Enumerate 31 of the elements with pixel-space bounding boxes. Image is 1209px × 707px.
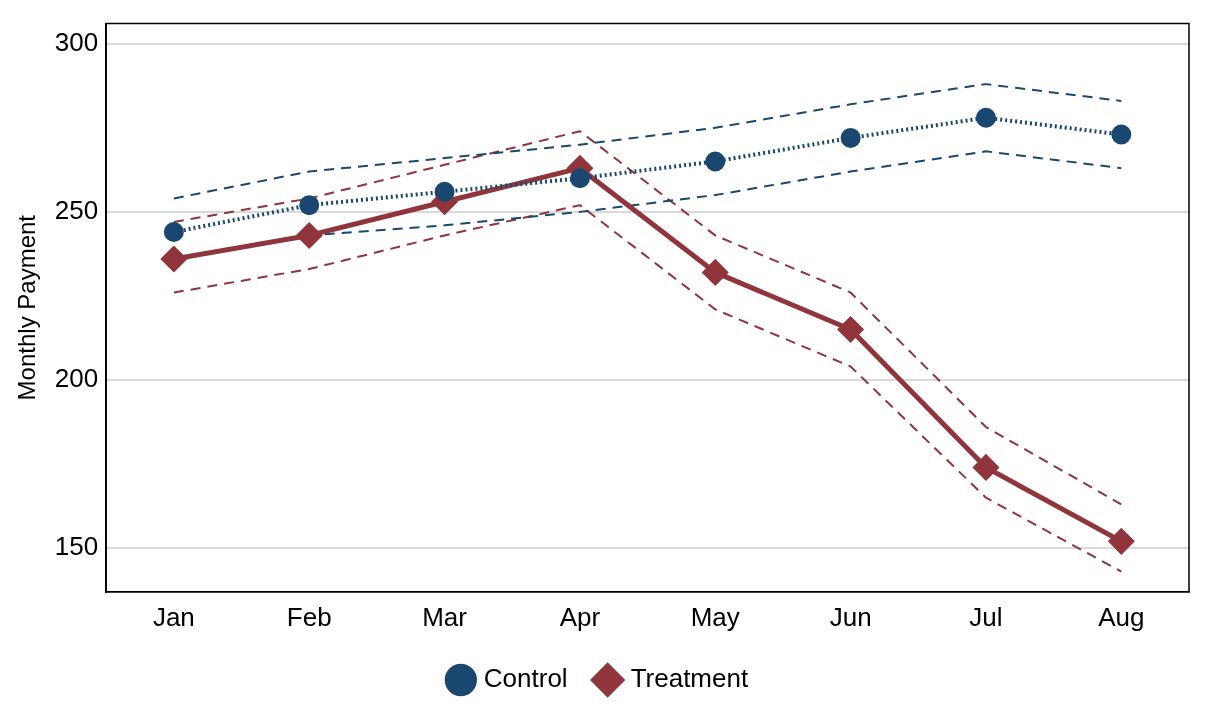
x-tick-label: Feb xyxy=(286,601,332,632)
y-axis-title: Monthly Payment xyxy=(13,214,41,401)
y-tick-label: 300 xyxy=(54,26,99,57)
point xyxy=(163,222,184,243)
point xyxy=(702,259,728,285)
x-tick-label: Jan xyxy=(152,601,195,632)
y-tick-label: 250 xyxy=(54,195,99,226)
point xyxy=(299,195,320,216)
point xyxy=(1108,528,1134,554)
x-tick-label: Jul xyxy=(969,601,1003,632)
point xyxy=(569,168,590,189)
point xyxy=(705,151,726,172)
x-tick-label: May xyxy=(690,601,740,632)
point xyxy=(296,222,322,248)
legend-label: Control xyxy=(483,663,568,694)
legend-label: Treatment xyxy=(630,663,749,694)
point xyxy=(975,107,996,128)
y-tick-label: 150 xyxy=(54,531,99,562)
line-series xyxy=(172,83,1123,200)
line-series xyxy=(172,204,1123,573)
point xyxy=(838,317,864,343)
x-tick-label: Apr xyxy=(559,601,601,632)
x-tick-label: Jun xyxy=(829,601,872,632)
y-tick-label: 200 xyxy=(54,363,99,394)
x-tick-label: Aug xyxy=(1098,601,1145,632)
point xyxy=(1111,124,1132,145)
point xyxy=(840,127,861,148)
point xyxy=(973,454,999,480)
x-tick-label: Mar xyxy=(422,601,468,632)
point xyxy=(434,181,455,202)
point xyxy=(161,246,187,272)
